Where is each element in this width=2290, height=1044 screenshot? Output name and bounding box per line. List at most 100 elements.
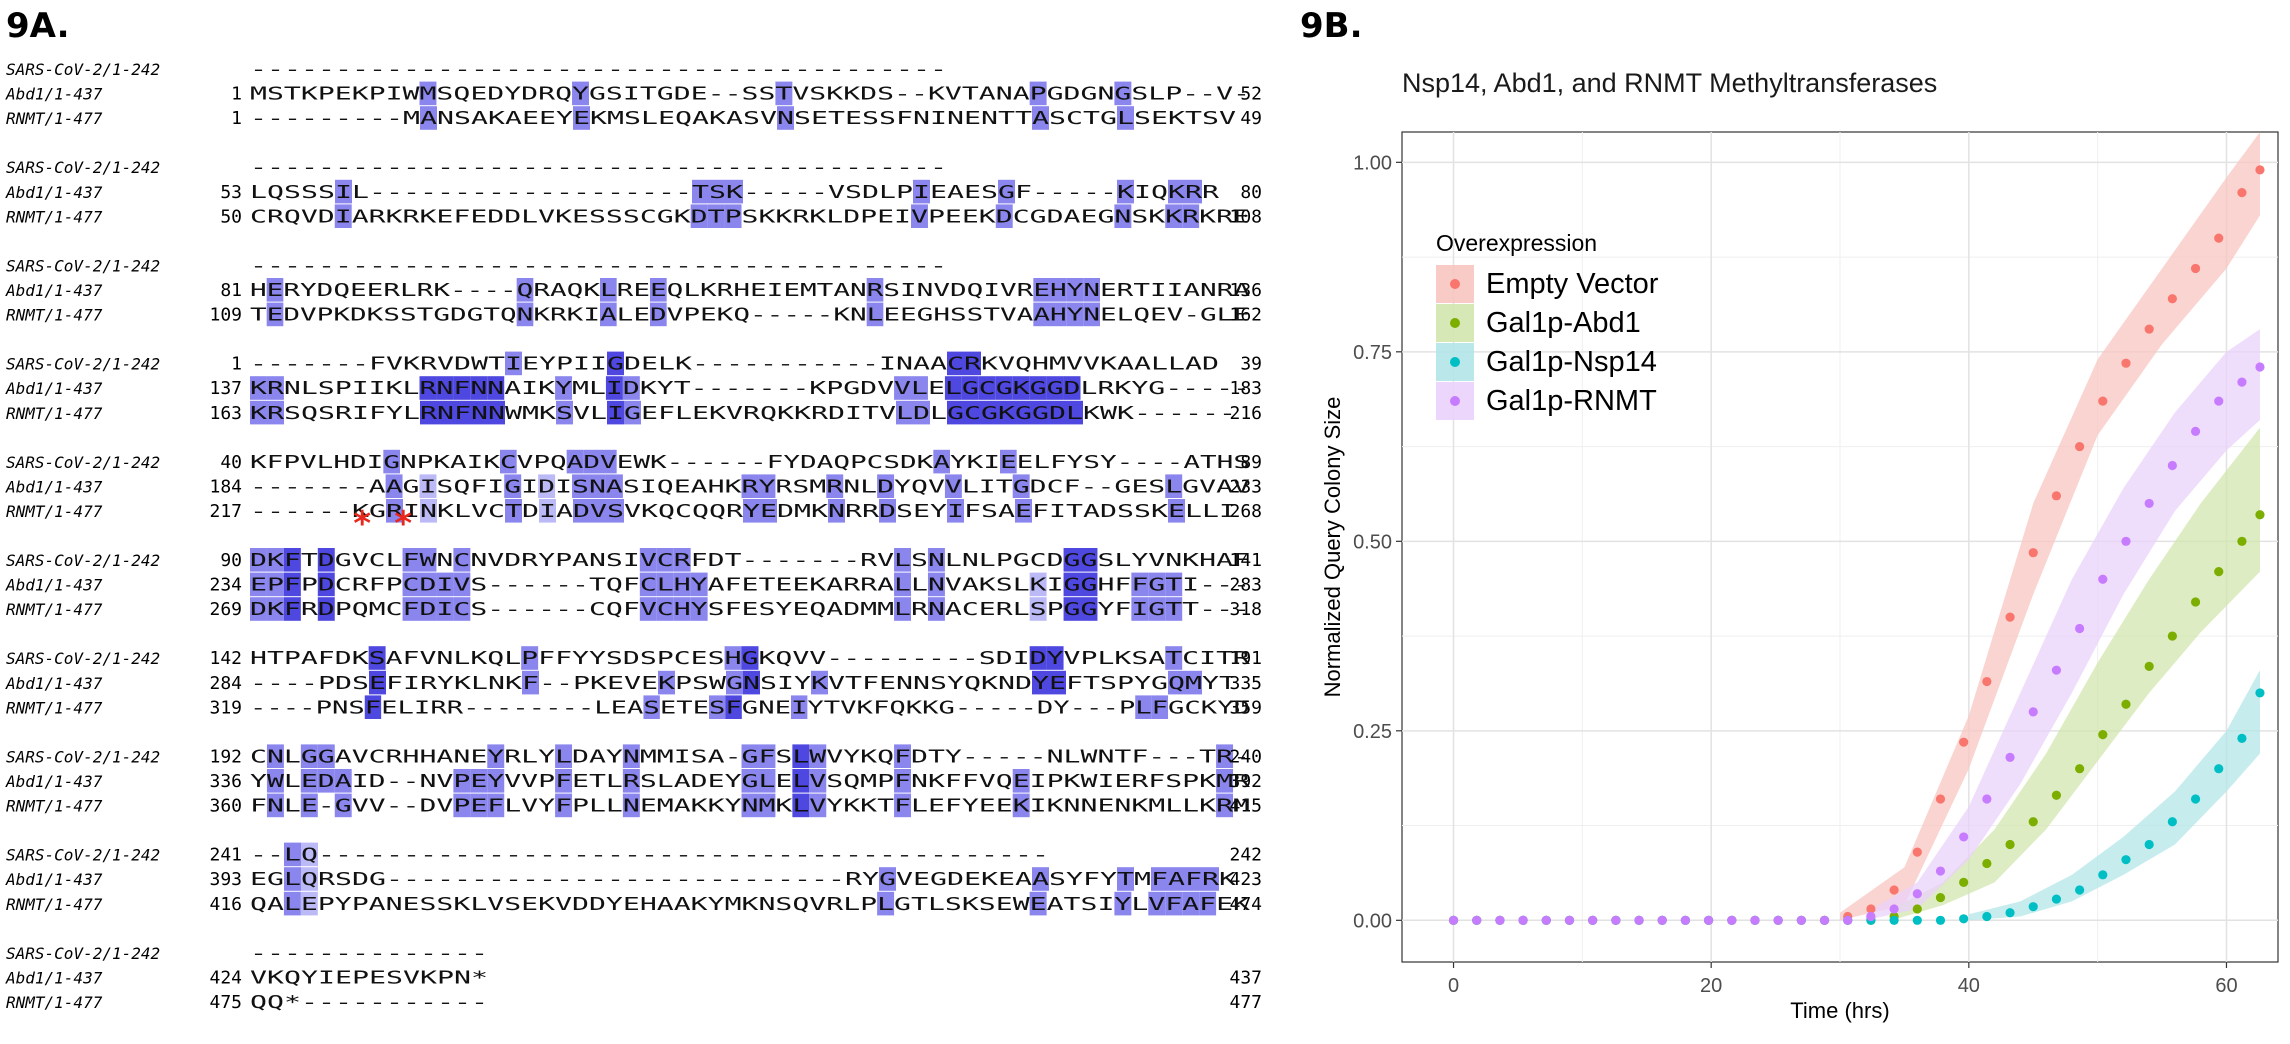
residue-highlight [828, 499, 845, 523]
residue-highlight [792, 793, 810, 818]
residue-highlight [555, 793, 573, 818]
residue-highlight [1185, 179, 1202, 204]
residue-highlight [724, 204, 742, 228]
sequence-name: SARS-CoV-2/1-242 [6, 747, 160, 766]
data-point [1611, 915, 1621, 925]
sequence-name: Abd1/1-437 [5, 281, 103, 300]
sequence-end: 474 [1229, 894, 1262, 915]
sequence-start: 284 [209, 673, 242, 694]
residue-highlight [1185, 670, 1202, 695]
residue-highlight [1135, 695, 1152, 719]
sequence-end: 183 [1229, 378, 1262, 399]
sequence-start: 393 [209, 869, 242, 890]
sequence-start: 192 [209, 746, 242, 767]
sequence-end: 216 [1229, 403, 1262, 424]
sequence-name: RNMT/1-477 [6, 698, 103, 717]
residue-highlight [334, 769, 352, 793]
residue-highlight [573, 499, 590, 523]
residue-highlight [1066, 278, 1084, 302]
data-point [1982, 794, 1992, 804]
sequence-residues: LQSSSIL-------------------TSK-----VSDLPI… [250, 182, 1219, 203]
residue-highlight [1151, 867, 1168, 891]
data-point [1866, 904, 1876, 914]
residue-highlight [605, 474, 623, 498]
data-point [1773, 915, 1783, 925]
residue-highlight [790, 695, 808, 719]
alignment-block: SARS-CoV-2/1-242 142 191HTPAFDKSAFVNLKQLPF… [5, 646, 1262, 719]
residue-highlight [911, 204, 928, 228]
sequence-start: 163 [209, 403, 242, 424]
data-point [2098, 870, 2108, 880]
residue-highlight [741, 793, 759, 818]
residue-highlight [1063, 597, 1081, 621]
residue-highlight [964, 400, 981, 425]
data-point [2005, 752, 2015, 762]
residue-highlight [301, 842, 318, 867]
residue-highlight [947, 499, 964, 523]
legend-key-dot [1450, 396, 1460, 406]
residue-highlight [809, 793, 827, 818]
residue-highlight [622, 744, 640, 768]
residue-highlight [1080, 572, 1098, 597]
residue-highlight [650, 278, 667, 302]
data-point [1495, 915, 1505, 925]
data-point [2075, 764, 2085, 774]
residue-highlight [792, 744, 810, 768]
data-point [2098, 396, 2108, 406]
sequence-residues: ----------------------------------------… [250, 157, 947, 178]
sequence-end: 80 [1240, 182, 1262, 203]
data-point [2190, 597, 2201, 607]
residue-highlight [1029, 81, 1047, 106]
data-point [1819, 915, 1830, 925]
residue-highlight [1063, 572, 1081, 597]
sequence-name: SARS-CoV-2/1-242 [6, 256, 160, 275]
residue-highlight [266, 769, 284, 793]
residue-highlight [1080, 548, 1098, 572]
residue-highlight [505, 499, 522, 523]
residue-highlight [419, 548, 437, 572]
data-point [1912, 904, 1922, 914]
residue-highlight [283, 891, 301, 916]
residue-highlight [911, 376, 928, 400]
residue-highlight [877, 891, 895, 916]
data-point [1935, 915, 1946, 925]
sequence-name: SARS-CoV-2/1-242 [6, 453, 160, 472]
residue-highlight [896, 400, 913, 425]
legend: Overexpression Empty Vector Gal1p-Abd1 Gal1… [1436, 230, 1659, 420]
residue-highlight [250, 376, 267, 400]
residue-highlight [1117, 106, 1134, 130]
data-point [1541, 915, 1551, 925]
sequence-residues: --LQ------------------------------------… [250, 845, 1049, 866]
residue-highlight [1015, 499, 1032, 523]
data-point [1704, 915, 1714, 925]
residue-highlight [500, 449, 517, 474]
sequence-alignment: SARS-CoV-2/1-242 ------------------------… [5, 59, 1262, 1013]
residue-highlight [1032, 400, 1049, 425]
residue-highlight [743, 670, 760, 695]
residue-highlight [1148, 891, 1166, 916]
residue-highlight [758, 744, 776, 768]
data-point [2075, 623, 2085, 634]
data-point [2190, 794, 2201, 804]
sequence-end: 136 [1229, 280, 1262, 301]
residue-highlight [624, 400, 641, 425]
residue-highlight [650, 302, 667, 327]
residue-highlight [656, 548, 674, 572]
residue-highlight [266, 278, 284, 302]
residue-highlight [944, 474, 962, 498]
sequence-end: 49 [1240, 108, 1262, 129]
residue-highlight [894, 793, 912, 818]
sequence-residues: -------------- [250, 943, 488, 964]
sequence-end: 108 [1229, 206, 1262, 227]
sequence-residues: ------KGRINKLVCTDIADVSVKQCQQRYEDMKNRRDSE… [250, 501, 1236, 522]
data-point [1889, 915, 1899, 925]
sequence-start: 416 [209, 894, 242, 915]
data-point [2075, 441, 2085, 452]
residue-highlight [368, 646, 386, 670]
data-point [1912, 915, 1922, 925]
residue-highlight [590, 499, 607, 523]
data-point [1959, 877, 1969, 888]
residue-highlight [927, 572, 945, 597]
residue-highlight [436, 572, 454, 597]
residue-highlight [453, 548, 471, 572]
